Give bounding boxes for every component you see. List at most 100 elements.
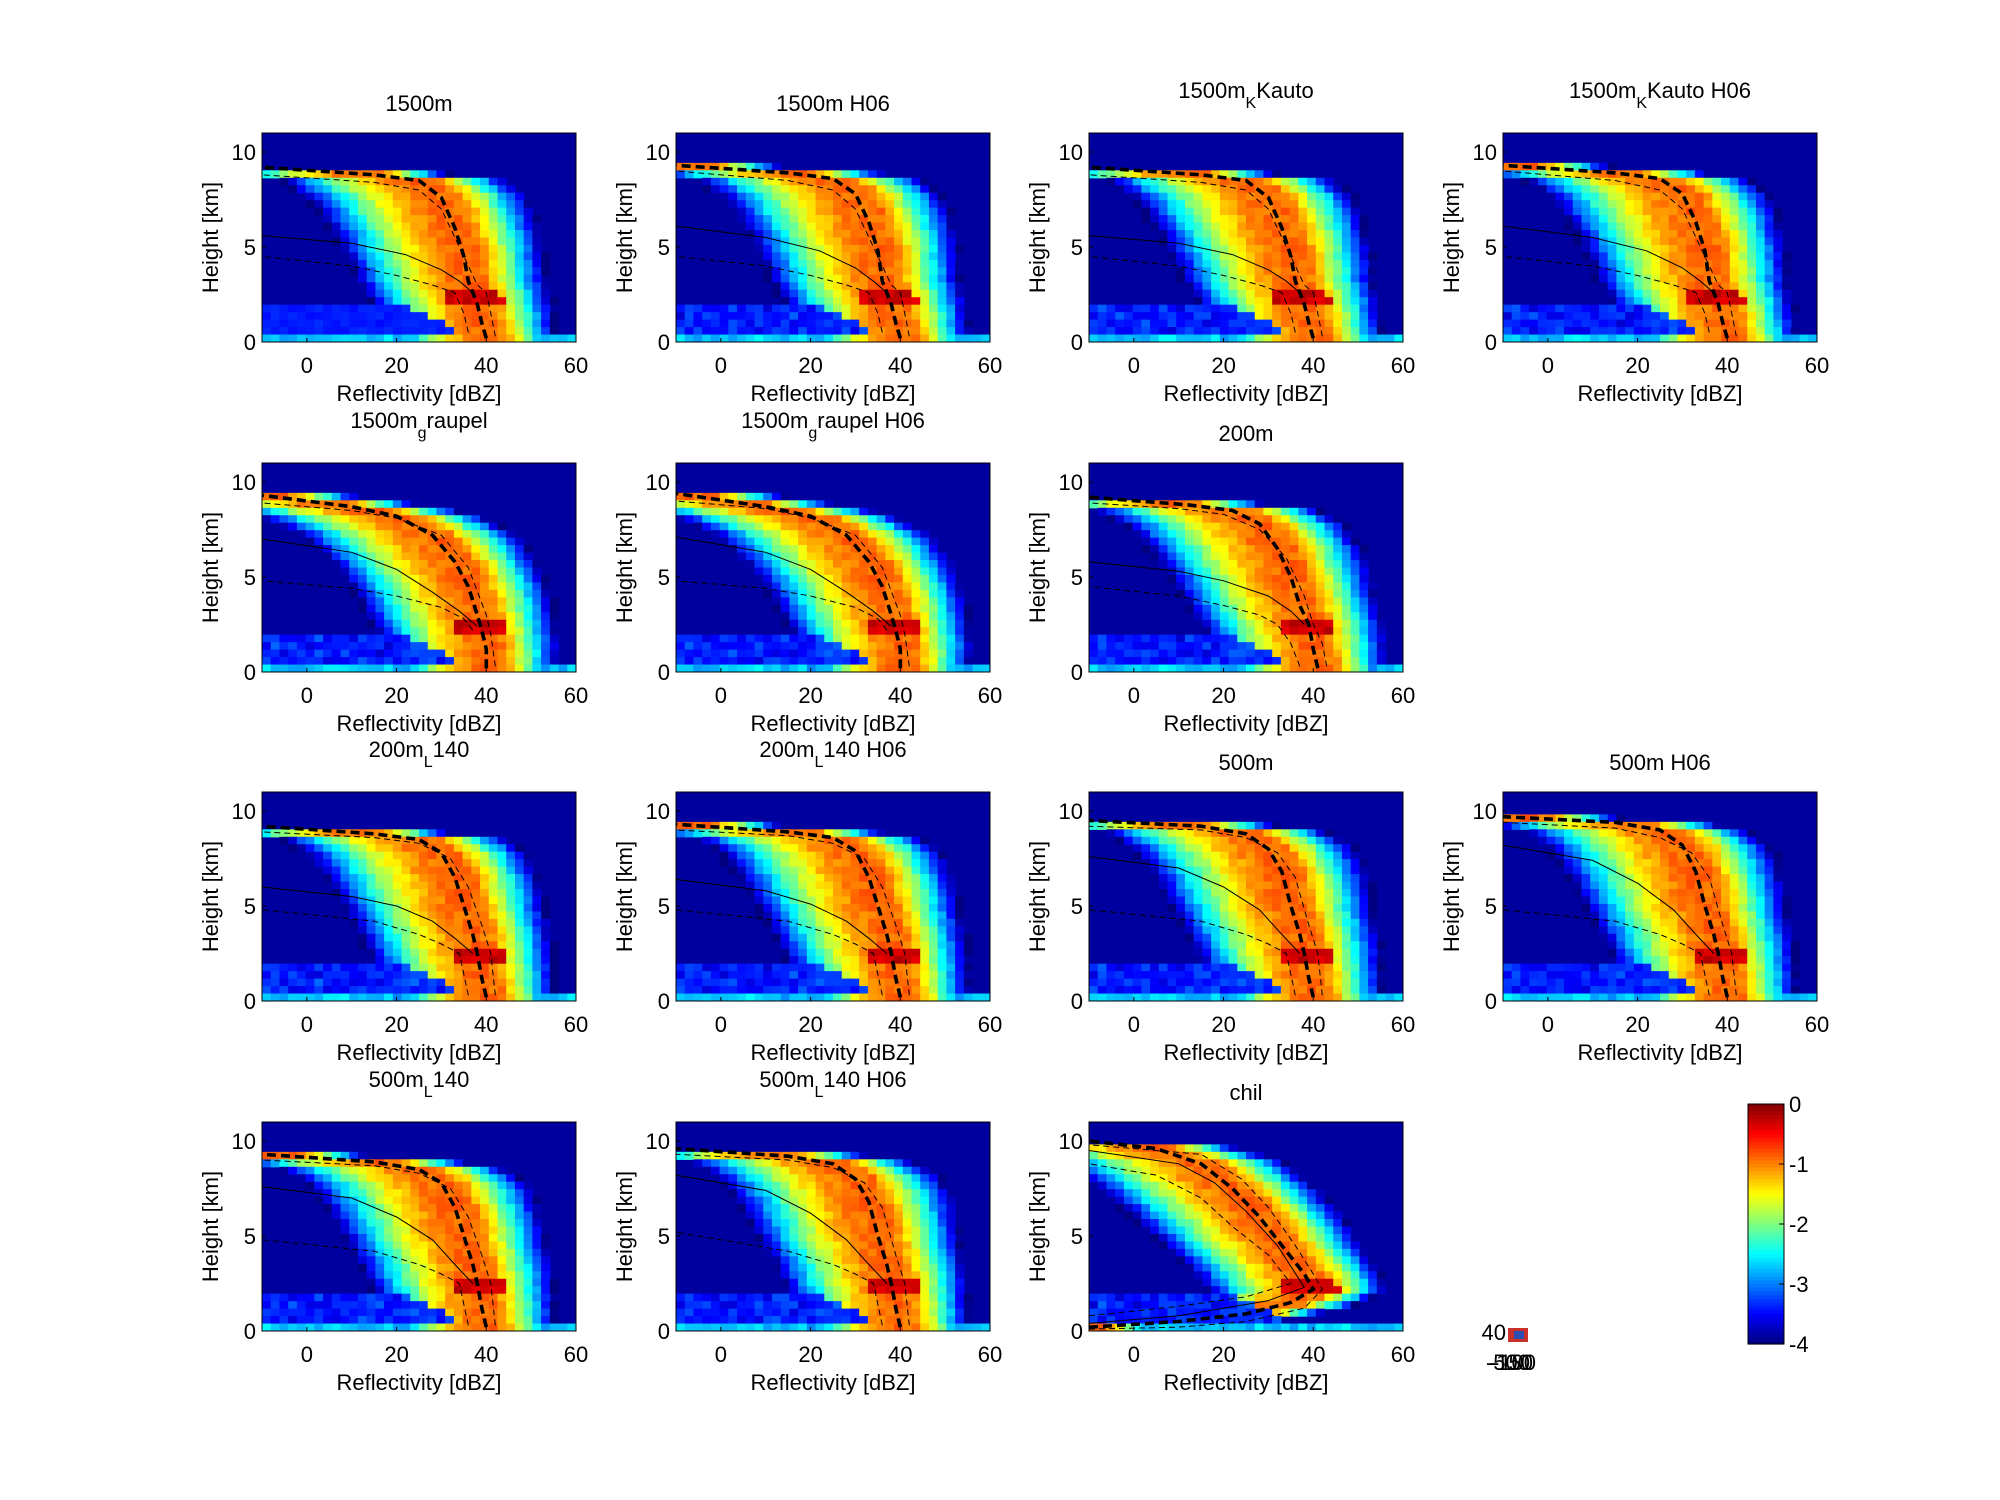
title-rest: 140 — [433, 1067, 470, 1092]
stray-legend-tick-label: -500 — [1486, 1350, 1530, 1375]
panel-title: 200mL140 — [369, 737, 470, 771]
x-tick-label: 0 — [301, 1012, 313, 1037]
y-tick-label: 10 — [1473, 799, 1497, 824]
x-tick-label: 60 — [564, 353, 588, 378]
heatmap — [1089, 1122, 1403, 1331]
colorbar-swatch — [1748, 1254, 1784, 1259]
panel-3: 0 20 40 60 0 5 10 Reflectivity [dBZ] Height [km]… — [1025, 78, 1415, 406]
heatmap — [1089, 463, 1403, 672]
y-tick-label: 5 — [1071, 565, 1083, 590]
panel-12: 0 20 40 60 0 5 10 Reflectivity [dBZ] Height [km]… — [198, 1067, 588, 1395]
axes-frame — [675, 791, 991, 1002]
profile-mean-line — [676, 878, 888, 954]
profile-p25-line — [1503, 256, 1710, 333]
title-rest: raupel — [427, 408, 488, 433]
profile-p25-line — [676, 909, 883, 996]
x-axis-label: Reflectivity [dBZ] — [1163, 1040, 1328, 1065]
colorbar-swatch — [1748, 1164, 1784, 1169]
title-subscript: L — [814, 1084, 823, 1101]
x-tick-label: 60 — [564, 1342, 588, 1367]
profile-p75-line — [1089, 174, 1323, 337]
profile-mean-line — [676, 225, 888, 293]
x-tick-label: 60 — [1391, 683, 1415, 708]
y-tick-label: 10 — [646, 470, 670, 495]
x-tick-label: 20 — [1625, 353, 1649, 378]
panel-8: 0 20 40 60 0 5 10 Reflectivity [dBZ] Height [km]… — [198, 737, 588, 1065]
profile-p25-line — [676, 1231, 883, 1326]
y-axis-label: Height [km] — [1025, 182, 1050, 293]
x-tick-label: 0 — [301, 683, 313, 708]
title-main: 1500m — [741, 408, 808, 433]
panel-title: 500mL140 H06 — [759, 1067, 906, 1101]
y-tick-label: 0 — [1071, 330, 1083, 355]
y-axis-label: Height [km] — [612, 841, 637, 952]
y-tick-label: 10 — [1059, 140, 1083, 165]
profile-p25-line — [1089, 1163, 1292, 1317]
x-tick-label: 20 — [1211, 1012, 1235, 1037]
x-tick-label: 20 — [798, 1012, 822, 1037]
y-tick-label: 10 — [646, 1129, 670, 1154]
colorbar-swatch — [1748, 1194, 1784, 1199]
colorbar-swatch — [1748, 1272, 1784, 1278]
axes-frame — [1088, 462, 1404, 673]
profile-p25-line — [262, 580, 474, 631]
colorbar-swatch — [1748, 1329, 1784, 1334]
colorbar-tick-label: -1 — [1789, 1152, 1809, 1177]
colorbar-swatch — [1748, 1239, 1784, 1244]
profile-p25-line — [676, 580, 888, 631]
y-tick-label: 0 — [244, 1319, 256, 1344]
x-tick-label: 60 — [1391, 1342, 1415, 1367]
title-rest: Kauto — [1256, 78, 1314, 103]
x-tick-label: 20 — [798, 353, 822, 378]
title-main: 200m — [759, 737, 814, 762]
y-tick-label: 10 — [1059, 799, 1083, 824]
title-subscript: K — [1246, 95, 1257, 112]
panel-title: 1500mgraupel — [350, 408, 487, 442]
heatmap — [262, 1122, 576, 1331]
colorbar-swatch — [1748, 1134, 1784, 1139]
colorbar-tick-label: -4 — [1789, 1332, 1809, 1357]
profile-median-line — [1089, 1139, 1316, 1329]
colorbar-swatch — [1748, 1242, 1784, 1248]
title-main: 200m — [1218, 421, 1273, 446]
x-tick-label: 0 — [1128, 1012, 1140, 1037]
colorbar-swatch — [1748, 1175, 1784, 1180]
title-rest: Kauto H06 — [1647, 78, 1751, 103]
x-tick-label: 40 — [888, 1012, 912, 1037]
x-tick-label: 20 — [1211, 353, 1235, 378]
colorbar-tick-label: 0 — [1789, 1092, 1801, 1117]
y-tick-label: 0 — [658, 660, 670, 685]
colorbar-swatch — [1748, 1332, 1784, 1338]
x-tick-label: 40 — [1301, 1342, 1325, 1367]
title-rest: 140 H06 — [823, 737, 906, 762]
y-tick-label: 0 — [244, 330, 256, 355]
profile-p25-line — [262, 1239, 469, 1326]
y-axis-label: Height [km] — [612, 1171, 637, 1282]
x-tick-label: 0 — [301, 1342, 313, 1367]
title-subscript: g — [418, 425, 427, 442]
x-tick-label: 0 — [1128, 353, 1140, 378]
colorbar-swatch — [1748, 1302, 1784, 1308]
axes-frame — [261, 1121, 577, 1332]
colorbar-swatch — [1748, 1216, 1784, 1221]
x-tick-label: 20 — [798, 683, 822, 708]
profile-p75-line — [262, 502, 496, 667]
heatmap — [262, 133, 576, 342]
y-axis-label: Height [km] — [198, 182, 223, 293]
colorbar-swatch — [1748, 1104, 1784, 1109]
heatmap — [676, 133, 990, 342]
colorbar-swatch — [1748, 1220, 1784, 1225]
y-tick-label: 5 — [1485, 894, 1497, 919]
stray-legend-swatch — [1514, 1331, 1524, 1339]
panel-5: 0 20 40 60 0 5 10 Reflectivity [dBZ] Height [km]… — [198, 408, 588, 736]
axes-frame — [1502, 132, 1818, 343]
y-axis-label: Height [km] — [198, 1171, 223, 1282]
stray-legend-tick-label: 40 — [1482, 1320, 1506, 1345]
y-tick-label: 10 — [1473, 140, 1497, 165]
colorbar-swatch — [1748, 1115, 1784, 1120]
colorbar-swatch — [1748, 1284, 1784, 1289]
colorbar-swatch — [1748, 1126, 1784, 1131]
x-tick-label: 40 — [1301, 1012, 1325, 1037]
profile-p75-line — [676, 1153, 910, 1326]
x-axis-label: Reflectivity [dBZ] — [750, 711, 915, 736]
